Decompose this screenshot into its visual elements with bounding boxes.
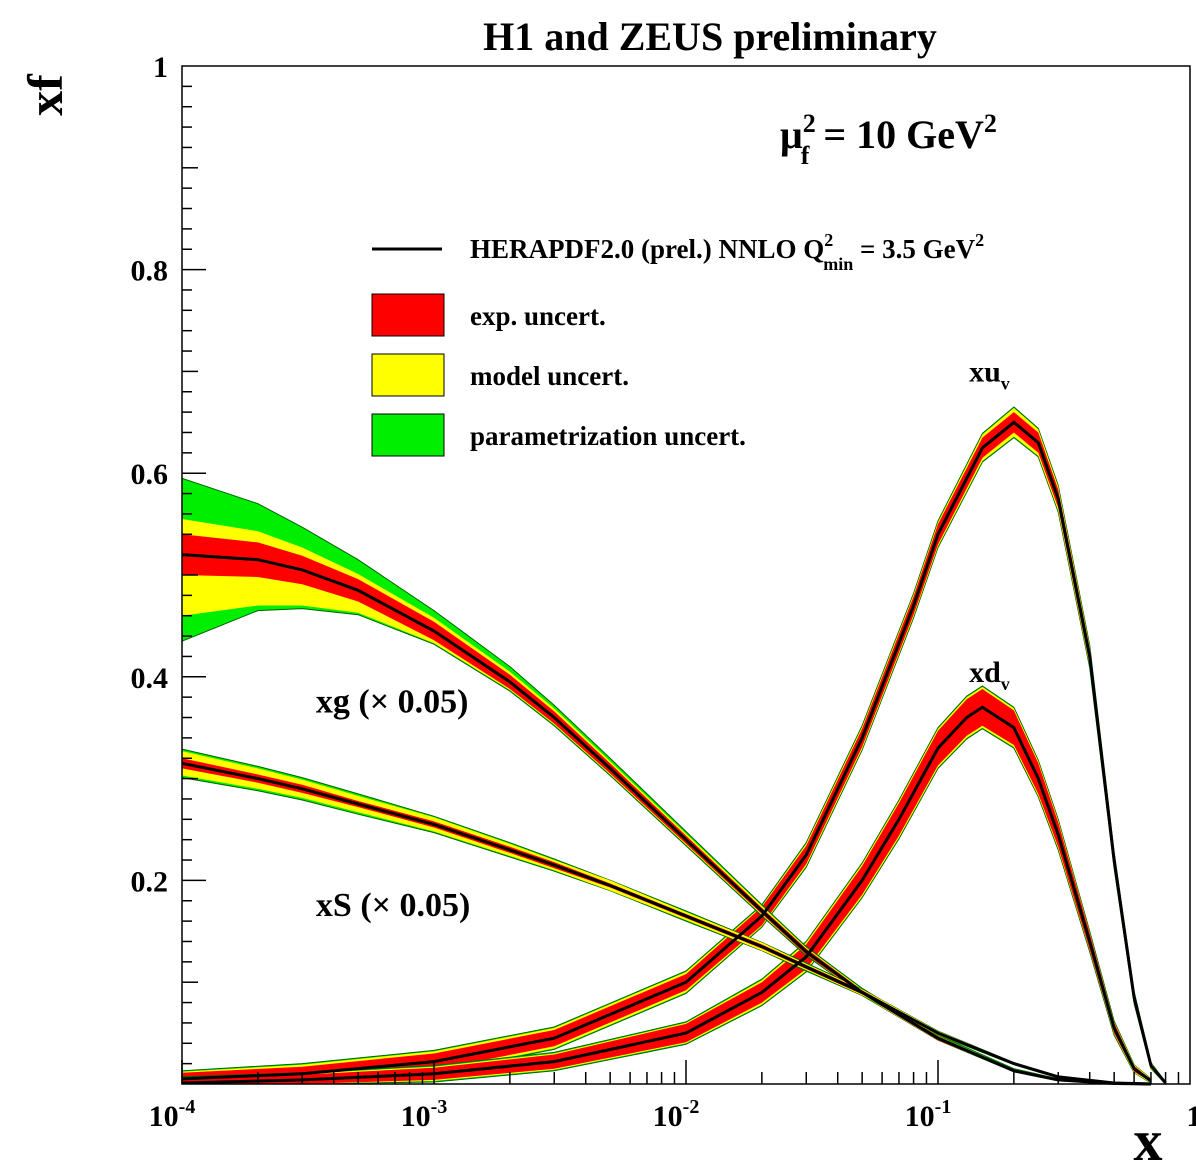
chart-title: H1 and ZEUS preliminary xyxy=(483,14,937,59)
x-tick-exponent: -4 xyxy=(179,1096,196,1118)
series-label-main: xd xyxy=(969,656,1001,689)
series-label-xuv: xuv xyxy=(969,356,1010,394)
legend-label-exp-uncert: exp. uncert. xyxy=(470,301,606,331)
x-tick-base: 10 xyxy=(149,1100,179,1133)
x-tick-label: 10-4 xyxy=(149,1096,196,1133)
x-tick-label: 10-2 xyxy=(653,1096,700,1133)
series-label-main: xu xyxy=(969,356,1001,389)
xuv-central-line xyxy=(181,420,1167,1084)
x-tick-label: 1 xyxy=(1187,1100,1196,1133)
legend-central-label: HERAPDF2.0 (prel.) NNLO Q xyxy=(470,234,824,264)
legend-central-rest-sup: 2 xyxy=(975,230,984,250)
series-label-xdv: xdv xyxy=(969,656,1010,694)
central-curves xyxy=(181,420,1167,1086)
x-tick-base: 10 xyxy=(653,1100,683,1133)
scale-annotation: μ2 f = 10 GeV2 xyxy=(780,109,997,170)
legend: HERAPDF2.0 (prel.) NNLO Q2 min = 3.5 GeV2… xyxy=(371,230,984,457)
svg-text:μ2f = 10 GeV2: μ2 f = 10 GeV2 xyxy=(780,109,997,170)
series-label-main: xg (× 0.05) xyxy=(316,683,469,720)
legend-central-rest: = 3.5 GeV xyxy=(853,234,975,264)
xdv-param-band xyxy=(181,685,1152,1085)
scale-value-sup: 2 xyxy=(984,109,997,138)
y-tick-label: 0.4 xyxy=(131,662,169,695)
legend-central-sup: 2 xyxy=(824,230,833,250)
series-label-sub: v xyxy=(1001,674,1010,694)
xs-0-05-central-line xyxy=(181,761,1152,1086)
x-tick-base: 10 xyxy=(905,1100,935,1133)
xuv-model-band xyxy=(182,408,1166,1084)
series-label-xs-0-05: xS (× 0.05) xyxy=(316,887,470,924)
legend-label-model-uncert: model uncert. xyxy=(470,361,629,391)
x-tick-label: 10-1 xyxy=(905,1096,952,1133)
legend-central-sub: min xyxy=(823,254,853,274)
x-tick-exponent: -1 xyxy=(935,1096,952,1118)
legend-swatch-parametrization-uncert xyxy=(371,413,445,457)
x-axis-label: x xyxy=(1134,1108,1163,1170)
axis-tick-labels: 10-4 10-3 10-2 10-1 10.20.40.60.81 xyxy=(131,51,1196,1133)
series-label-main: xS (× 0.05) xyxy=(316,887,470,924)
mu-sup: 2 xyxy=(803,109,816,138)
mu-sub: f xyxy=(801,141,810,170)
scale-value: = 10 GeV xyxy=(813,112,984,157)
series-label-sub: v xyxy=(1001,374,1010,394)
xdv-central-line xyxy=(181,705,1152,1085)
xdv-exp-band xyxy=(182,689,1151,1084)
legend-entries: exp. uncert. model uncert. parametrization… xyxy=(371,293,746,457)
axis-ticks xyxy=(181,85,1180,1084)
y-tick-label: 1 xyxy=(153,51,168,84)
x-tick-label: 10-3 xyxy=(401,1096,448,1133)
xdv-model-band xyxy=(182,687,1151,1084)
y-tick-label: 0.2 xyxy=(131,865,169,898)
x-tick-base: 10 xyxy=(401,1100,431,1133)
y-axis-label: xf xyxy=(17,73,73,116)
series-label-xg-0-05: xg (× 0.05) xyxy=(316,683,469,720)
legend-swatch-exp-uncert xyxy=(371,293,445,337)
y-tick-label: 0.6 xyxy=(131,458,169,491)
uncertainty-bands xyxy=(181,406,1167,1086)
legend-swatch-model-uncert xyxy=(371,353,445,397)
mu-symbol: μ xyxy=(780,112,803,157)
x-tick-exponent: -3 xyxy=(431,1096,448,1118)
x-tick-exponent: -2 xyxy=(683,1096,700,1118)
xuv-exp-band xyxy=(182,412,1166,1085)
legend-label-parametrization-uncert: parametrization uncert. xyxy=(470,421,746,451)
x-tick-base: 1 xyxy=(1187,1100,1196,1133)
y-tick-label: 0.8 xyxy=(131,255,169,288)
xg-0-05-central-line xyxy=(181,553,1152,1086)
